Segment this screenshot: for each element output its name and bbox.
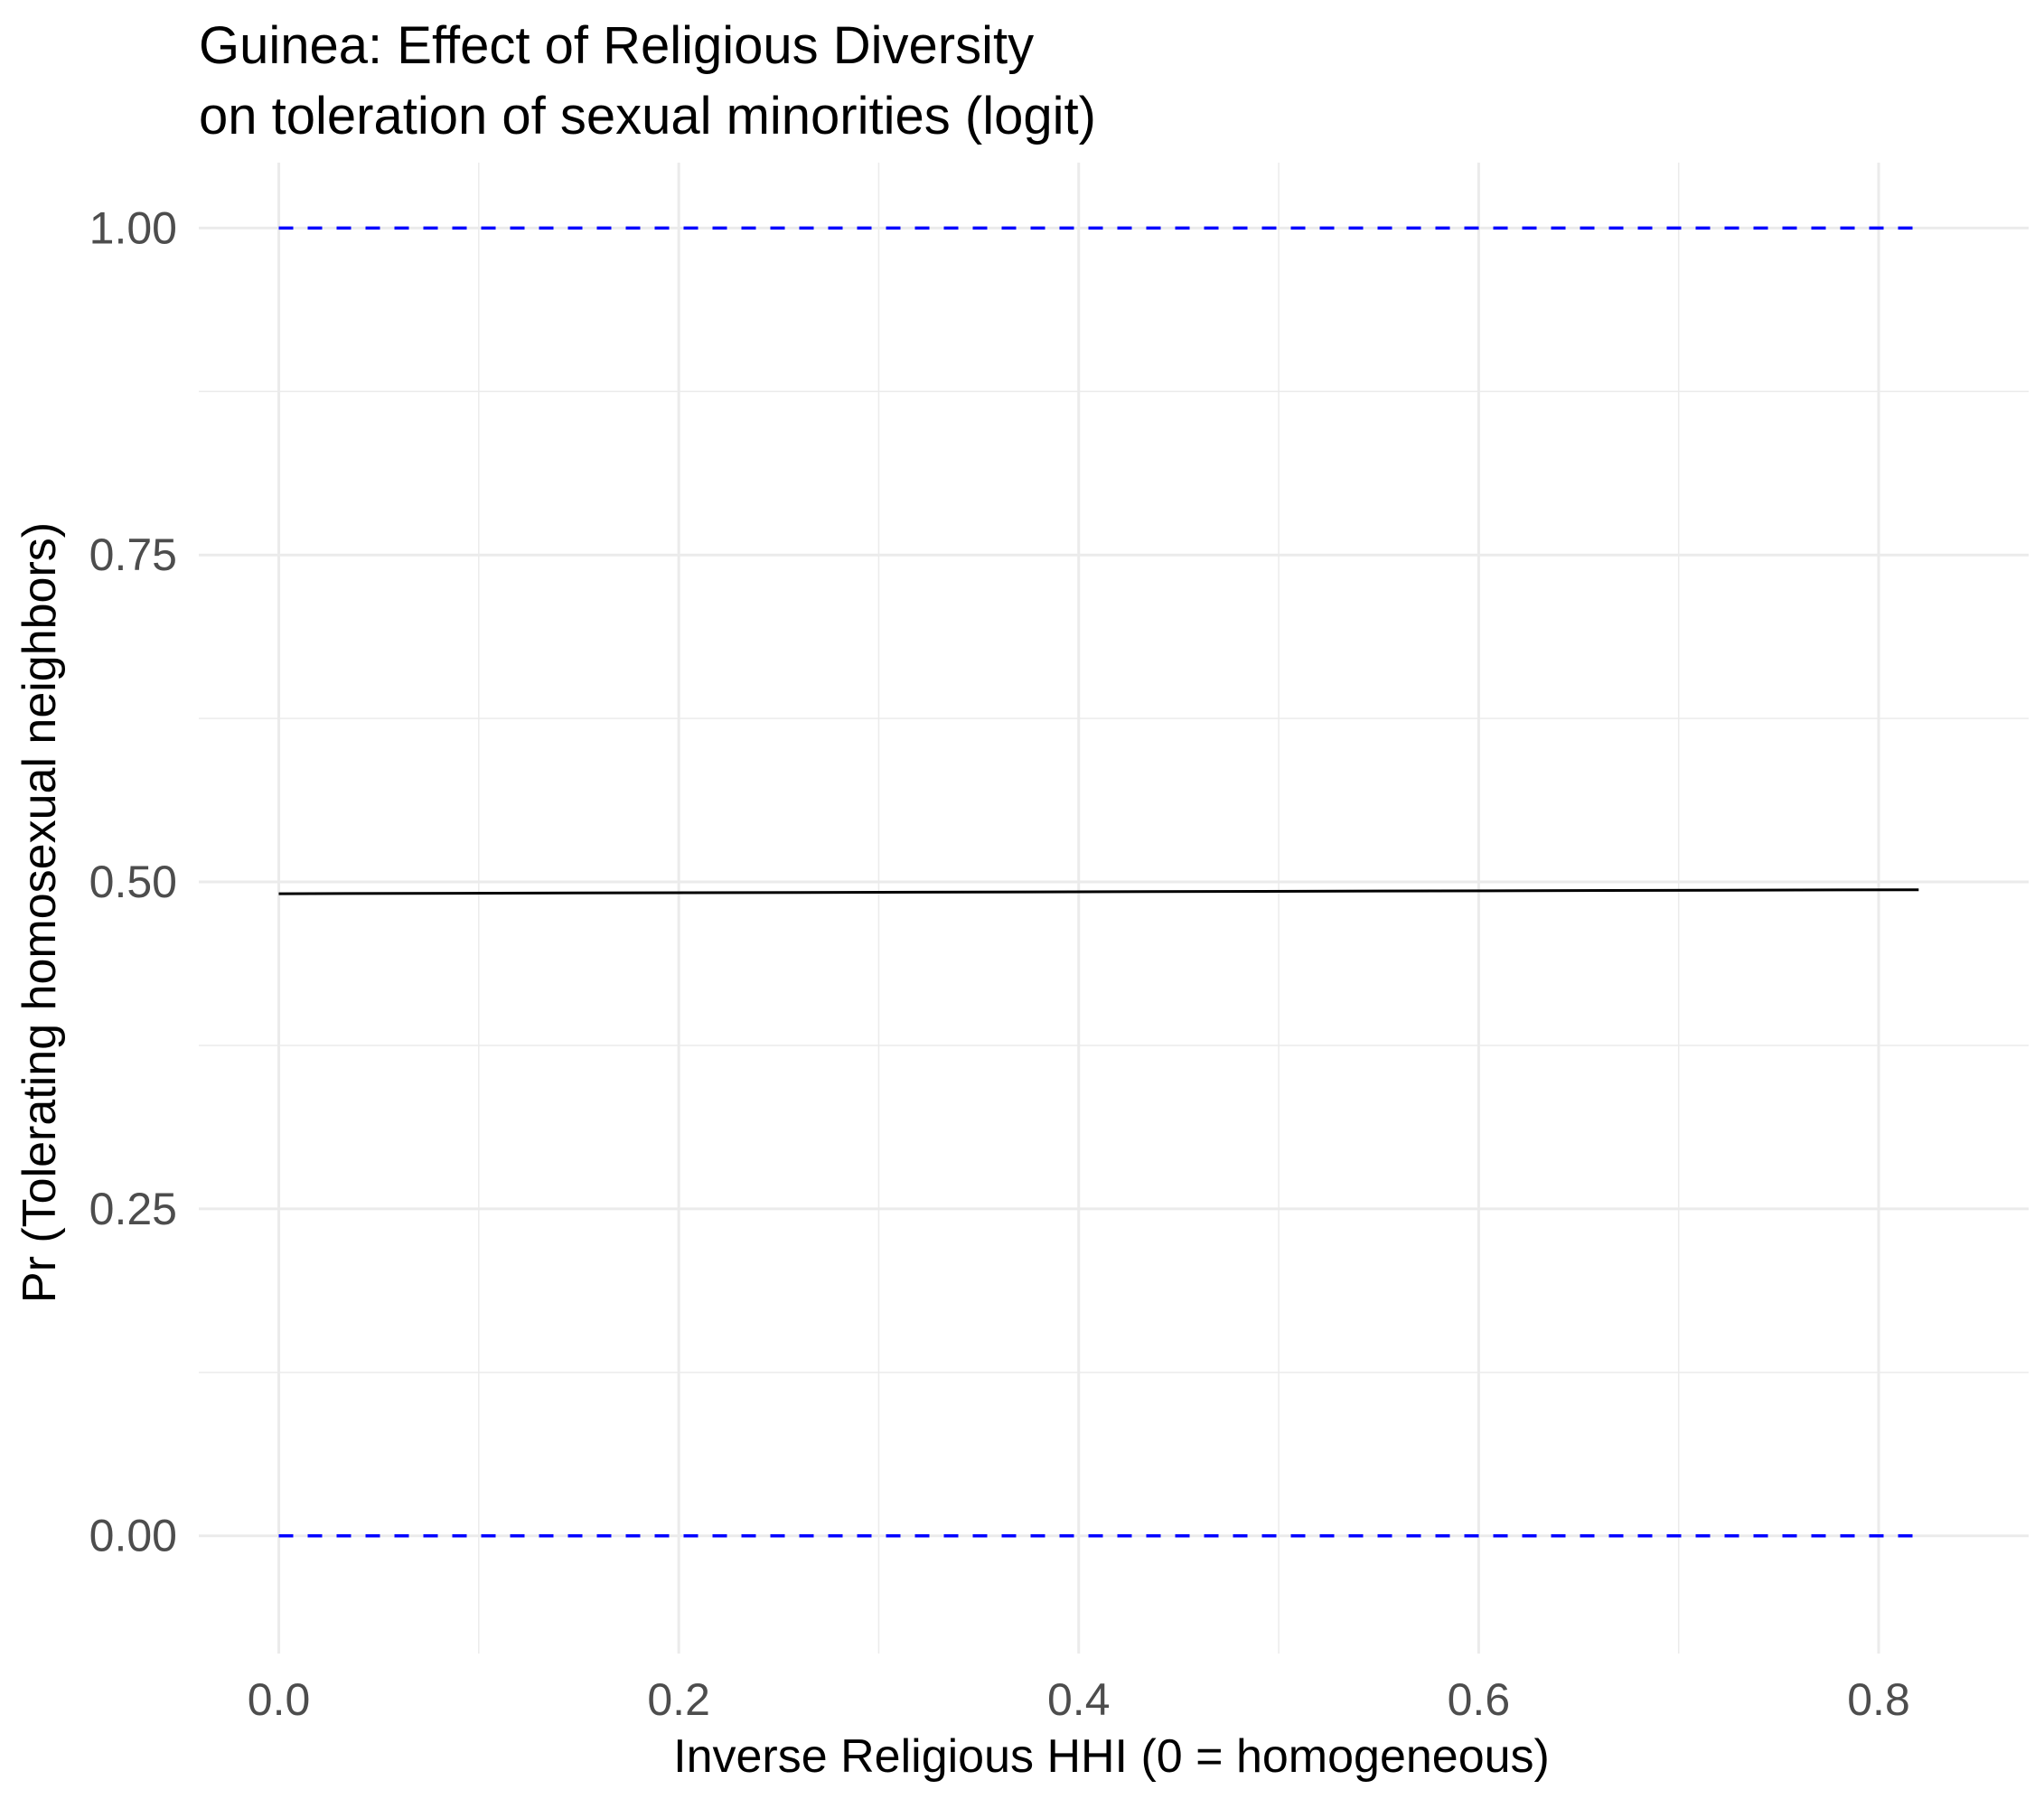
prediction-line bbox=[278, 888, 1919, 895]
y-tick-labels: 0.00 0.25 0.50 0.75 1.00 bbox=[89, 202, 177, 1560]
x-tick-label: 0.6 bbox=[1448, 1674, 1511, 1725]
x-tick-label: 0.2 bbox=[647, 1674, 710, 1725]
y-tick-label: 0.00 bbox=[89, 1511, 177, 1561]
y-tick-label: 0.25 bbox=[89, 1184, 177, 1234]
x-tick-label: 0.4 bbox=[1047, 1674, 1111, 1725]
y-tick-label: 0.75 bbox=[89, 529, 177, 580]
x-axis-title: Inverse Religious HHI (0 = homogeneous) bbox=[673, 1730, 1550, 1783]
y-tick-label: 0.50 bbox=[89, 857, 177, 907]
x-tick-label: 0.8 bbox=[1847, 1674, 1910, 1725]
y-axis-title: Pr (Tolerating homosexual neighbors) bbox=[14, 522, 66, 1303]
x-tick-label: 0.0 bbox=[248, 1674, 311, 1725]
y-tick-label: 1.00 bbox=[89, 202, 177, 253]
series-layer bbox=[278, 226, 1919, 1538]
x-tick-labels: 0.0 0.2 0.4 0.6 0.8 bbox=[248, 1674, 1910, 1725]
chart-title: Guinea: Effect of Religious Diversity bbox=[199, 16, 1034, 75]
grid-major bbox=[199, 163, 2029, 1654]
chart-subtitle: on toleration of sexual minorities (logi… bbox=[199, 87, 1096, 145]
grid-minor bbox=[199, 163, 2029, 1654]
